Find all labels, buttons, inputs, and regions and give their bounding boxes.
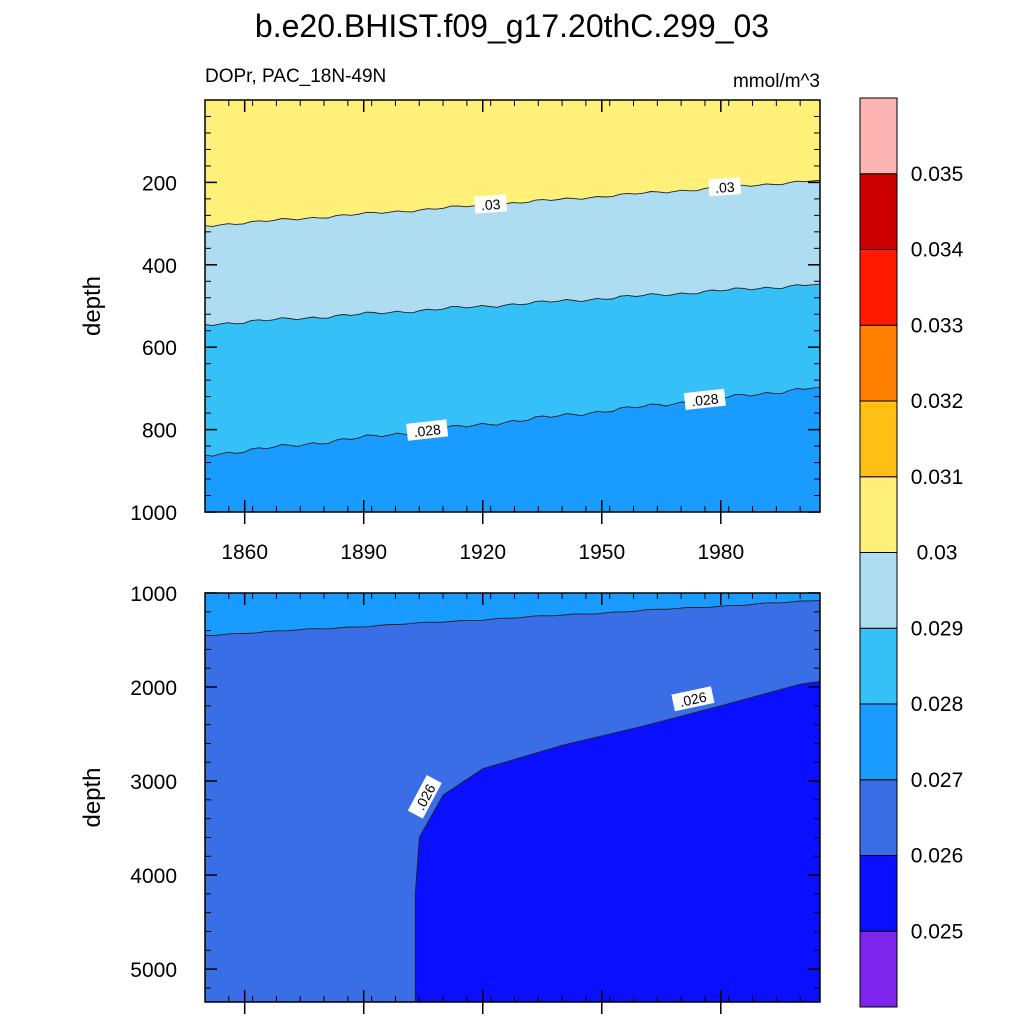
lower-y-tick-label: 2000 xyxy=(130,677,177,700)
colorbar: 0.025 0.026 0.027 0.028 0.029 0.03 0.031 0.032 0… xyxy=(859,97,964,1008)
contour-label: .026 xyxy=(671,686,715,712)
colorbar-level-label: 0.026 xyxy=(911,845,964,868)
colorbar-level-label: 0.032 xyxy=(911,390,964,413)
contour-label-box xyxy=(683,388,726,411)
upper-y-tick-label: 800 xyxy=(142,420,177,443)
lower-fills xyxy=(205,593,820,1002)
colorbar-level-label: 0.029 xyxy=(911,617,964,640)
band-0.025-0.026 xyxy=(415,681,820,1002)
figure-title: b.e20.BHIST.f09_g17.20thC.299_03 xyxy=(255,8,769,44)
colorbar-swatch xyxy=(859,249,898,326)
upper-fills xyxy=(205,100,820,512)
lower-frame xyxy=(204,592,821,1003)
upper-x-tick-label: 1950 xyxy=(578,541,625,564)
contour-label-box xyxy=(407,774,442,819)
colorbar-level-label: 0.034 xyxy=(911,239,964,262)
contour-label: .028 xyxy=(683,388,726,411)
colorbar-level-label: 0.027 xyxy=(911,769,964,792)
colorbar-swatch xyxy=(859,173,898,250)
band-above-contour-0.03 xyxy=(205,100,820,227)
colorbar-swatch xyxy=(859,855,898,932)
upper-y-axis-label: depth xyxy=(79,276,106,336)
contour-label: .028 xyxy=(406,419,449,441)
colorbar-level-label: 0.028 xyxy=(911,693,964,716)
colorbar-swatch xyxy=(859,324,898,402)
colorbar-swatch xyxy=(859,930,898,1008)
colorbar-swatch xyxy=(859,627,898,705)
contour-label-text: .028 xyxy=(413,421,442,440)
contour-label: .03 xyxy=(474,194,508,214)
colorbar-swatch xyxy=(859,703,898,781)
colorbar-swatch xyxy=(859,97,898,175)
lower-y-tick-label: 4000 xyxy=(130,865,177,888)
colorbar-swatch xyxy=(859,779,898,856)
colorbar-level-label: 0.035 xyxy=(911,163,964,186)
upper-y-tick-label: 400 xyxy=(142,255,177,278)
upper-contour-panel: .03 .03 .028 .028 1860 1890 1920 1950 1980 200 400… xyxy=(79,99,821,564)
upper-y-tick-label: 600 xyxy=(142,337,177,360)
lower-y-tick-label: 3000 xyxy=(130,771,177,794)
colorbar-swatch xyxy=(859,552,898,629)
upper-frame xyxy=(204,99,821,513)
upper-y-tick-label: 1000 xyxy=(130,502,177,525)
contour-label-text: .03 xyxy=(480,196,501,213)
upper-x-tick-label: 1920 xyxy=(459,541,506,564)
upper-x-tick-label: 1980 xyxy=(697,541,744,564)
contour-label: .03 xyxy=(708,177,742,197)
contour-line-0.026 xyxy=(414,680,820,1002)
upper-x-tick-label: 1890 xyxy=(340,541,387,564)
colorbar-level-label: 0.033 xyxy=(911,314,964,337)
upper-x-tick-label: 1860 xyxy=(221,541,268,564)
colorbar-level-label: 0.025 xyxy=(911,920,964,943)
contour-label-text: .028 xyxy=(691,390,720,409)
contour-label-text: .03 xyxy=(714,179,735,196)
contour-label-text: .026 xyxy=(678,689,708,710)
contour-line-0.029 xyxy=(205,283,820,327)
lower-y-tick-label: 5000 xyxy=(130,959,177,982)
contour-line-0.027 xyxy=(205,600,820,636)
colorbar-level-label: 0.031 xyxy=(911,466,964,489)
colorbar-swatch xyxy=(859,400,898,478)
colorbar-level-label: 0.03 xyxy=(917,542,958,565)
contour-label-box xyxy=(671,686,715,712)
colorbar-swatch xyxy=(859,476,898,553)
contour-label-box xyxy=(406,419,449,441)
units-label: mmol/m^3 xyxy=(733,71,820,92)
lower-y-axis-label: depth xyxy=(79,767,106,827)
variable-region-label: DOPr, PAC_18N-49N xyxy=(205,66,386,87)
contour-label-box xyxy=(708,177,742,197)
upper-y-tick-label: 200 xyxy=(142,172,177,195)
lower-y-tick-label: 1000 xyxy=(130,583,177,606)
contour-label-box xyxy=(474,194,508,214)
